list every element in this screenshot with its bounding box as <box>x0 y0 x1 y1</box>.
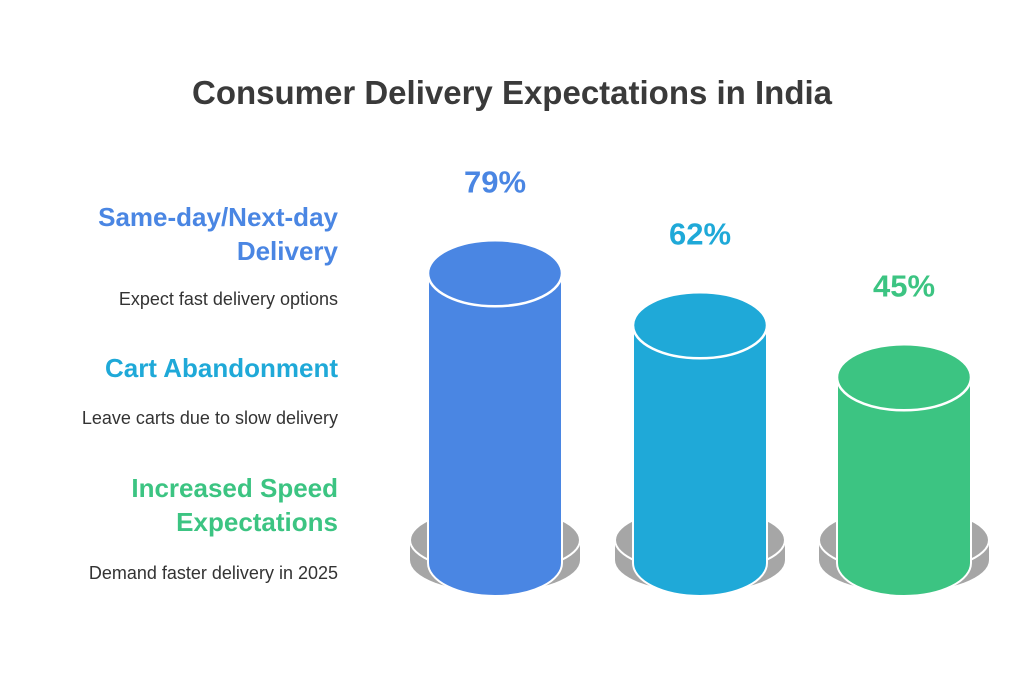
category-label-cart: Cart Abandonment <box>104 353 338 383</box>
value-label: 62% <box>669 216 731 251</box>
category-desc-speed: Demand faster delivery in 2025 <box>88 563 338 583</box>
value-label: 45% <box>873 268 935 303</box>
category-desc-cart: Leave carts due to slow delivery <box>81 408 338 428</box>
category-desc-same-day: Expect fast delivery options <box>118 289 338 309</box>
cylinder-body <box>632 324 768 597</box>
cylinder-top <box>835 343 973 412</box>
cylinder-body <box>836 376 972 597</box>
cylinder-top <box>631 291 769 360</box>
cylinder-body <box>427 272 563 597</box>
chart-title: Consumer Delivery Expectations in India <box>191 74 833 111</box>
value-label: 79% <box>464 164 526 199</box>
category-label-speed: Increased Speed Expectations <box>131 473 338 537</box>
cylinder-top <box>426 239 564 308</box>
category-label-same-day: Same-day/Next-day Delivery <box>98 202 338 266</box>
